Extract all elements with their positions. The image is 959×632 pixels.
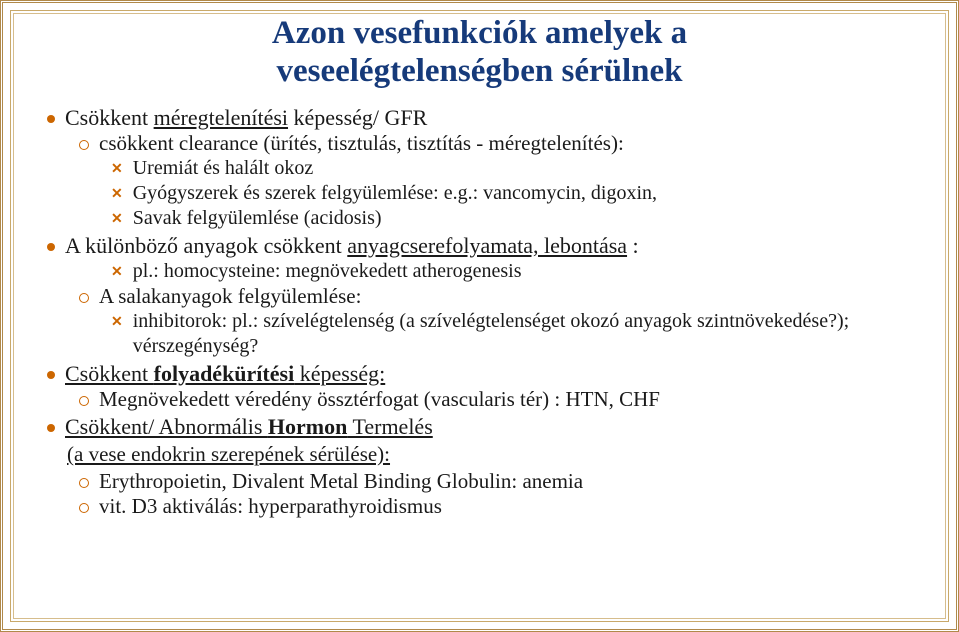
bullet-3-text: Csökkent folyadékürítési képesség: [65,361,385,387]
bullet-2: A különböző anyagok csökkent anyagcseref… [39,233,920,359]
bullet-3-sub-1: Megnövekedett véredény össztérfogat (vas… [79,387,920,412]
bullet-1-sub-1-t1: ✕ Uremiát és halált okoz [111,156,920,181]
bullet-3: Csökkent folyadékürítési képesség: Megnö… [39,361,920,412]
disc-icon [47,243,55,251]
bullet-4-paren: (a vese endokrin szerepének sérülése): [67,442,920,467]
bullet-1: Csökkent méregtelenítési képesség/ GFR c… [39,105,920,231]
title-line-1: Azon vesefunkciók amelyek a [272,15,687,51]
ring-icon [79,293,89,303]
ring-icon [79,478,89,488]
disc-icon [47,424,55,432]
bullet-1-sub-1-t3: ✕ Savak felgyülemlése (acidosis) [111,206,920,231]
x-icon: ✕ [111,213,123,227]
x-icon: ✕ [111,188,123,202]
bullet-4-sub-2: vit. D3 aktiválás: hyperparathyroidismus [79,494,920,519]
slide-title: Azon vesefunkciók amelyek a veseelégtele… [39,15,920,91]
bullet-2-text: A különböző anyagok csökkent anyagcseref… [65,233,639,259]
x-icon: ✕ [111,316,123,330]
bullet-2-sub-2: A salakanyagok felgyülemlése: ✕ inhibito… [79,284,920,359]
bullet-1-sub-1-t2: ✕ Gyógyszerek és szerek felgyülemlése: e… [111,181,920,206]
disc-icon [47,115,55,123]
ring-icon [79,396,89,406]
bullet-4-text: Csökkent/ Abnormális Hormon Termelés [65,414,433,440]
ring-icon [79,140,89,150]
bullet-4-sub-1: Erythropoietin, Divalent Metal Binding G… [79,469,920,494]
content-list: Csökkent méregtelenítési képesség/ GFR c… [39,105,920,519]
bullet-1-text: Csökkent méregtelenítési képesség/ GFR [65,105,427,131]
bullet-1-sub-1: csökkent clearance (ürítés, tisztulás, t… [79,131,920,231]
title-line-2: veseelégtelenségben sérülnek [276,53,682,89]
ring-icon [79,503,89,513]
bullet-4: Csökkent/ Abnormális Hormon Termelés (a … [39,414,920,519]
bullet-2-sub-2-t1: ✕ inhibitorok: pl.: szívelégtelenség (a … [111,309,920,359]
bullet-1-sub-1-text: csökkent clearance (ürítés, tisztulás, t… [99,131,624,156]
x-icon: ✕ [111,163,123,177]
slide-container: Azon vesefunkciók amelyek a veseelégtele… [0,0,959,632]
bullet-2-sub-t1: ✕ pl.: homocysteine: megnövekedett ather… [79,259,920,284]
disc-icon [47,371,55,379]
x-icon: ✕ [111,266,123,280]
